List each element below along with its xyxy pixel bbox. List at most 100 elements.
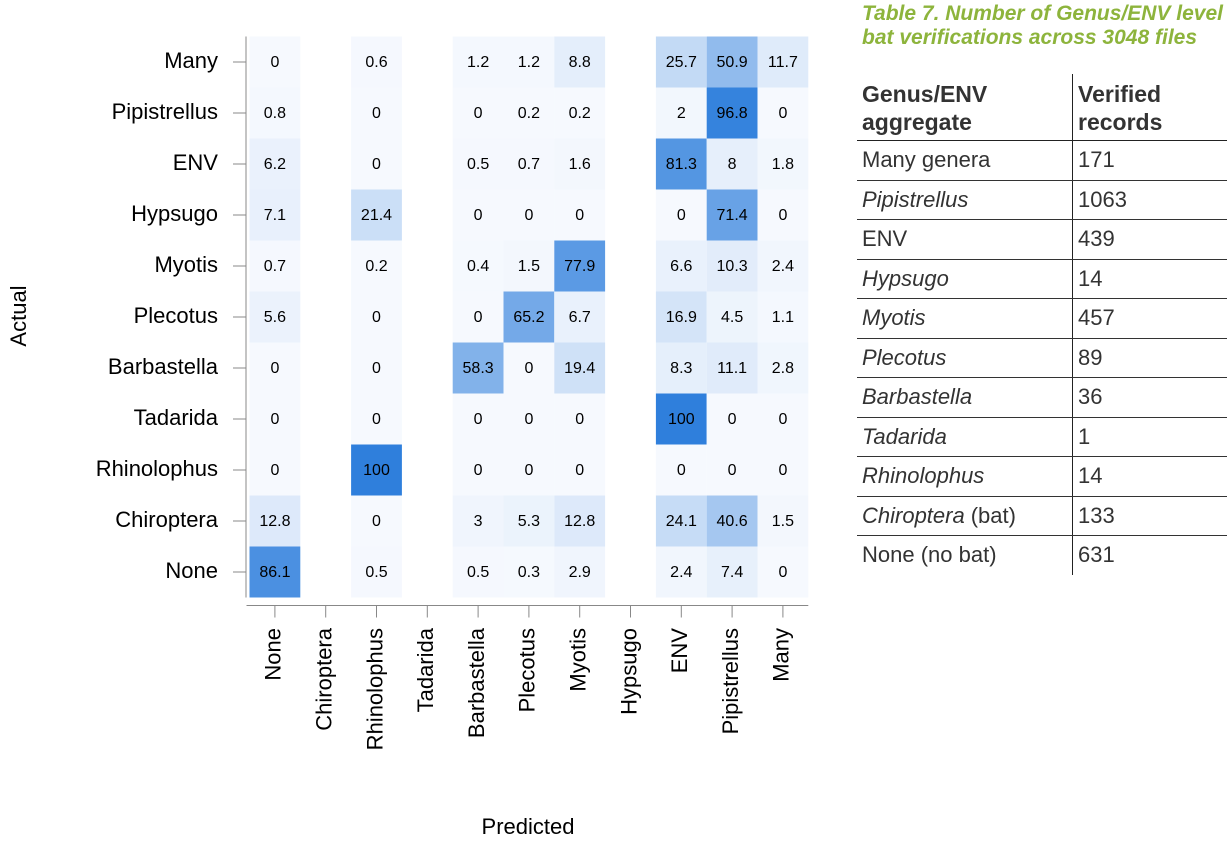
genus-name: Many genera — [862, 147, 991, 173]
cell-label: 50.9 — [717, 54, 748, 71]
cell — [757, 87, 809, 139]
cell — [554, 87, 606, 139]
records-cell: 36 — [1072, 377, 1227, 418]
cell — [503, 240, 555, 292]
cell — [503, 189, 555, 241]
cell-label: 0 — [270, 360, 279, 377]
genus-name: Tadarida — [862, 423, 947, 449]
cell — [452, 444, 504, 496]
records-cell: 631 — [1072, 535, 1227, 575]
cell-label: 65.2 — [513, 309, 544, 326]
y-tick-label: Pipistrellus — [112, 99, 218, 124]
cell — [351, 393, 402, 445]
cell — [655, 240, 707, 292]
cell-label: 2.4 — [772, 258, 794, 275]
y-tick-label: Hypsugo — [131, 201, 218, 226]
cell-label: 3 — [474, 513, 483, 530]
cell — [655, 393, 707, 445]
cell-label: 0.2 — [569, 105, 591, 122]
genus-cell: Pipistrellus — [857, 180, 1073, 220]
y-tick-label: Many — [164, 48, 218, 73]
cell-label: 5.6 — [264, 309, 286, 326]
cell-label: 0.5 — [467, 156, 489, 173]
genus-name: None (no bat) — [862, 542, 997, 568]
cell-label: 77.9 — [564, 258, 595, 275]
cell — [503, 138, 555, 190]
genus-cell: Barbastella — [857, 377, 1073, 418]
cell — [249, 138, 301, 190]
records-cell: 14 — [1072, 456, 1227, 497]
table-row: Rhinolophus 14 — [857, 456, 1227, 497]
records-cell: 89 — [1072, 338, 1227, 378]
x-tick-label: None — [261, 628, 286, 681]
cell — [249, 87, 301, 139]
cell-label: 6.7 — [569, 309, 591, 326]
cell — [757, 342, 809, 394]
cell — [249, 444, 301, 496]
cell — [757, 240, 809, 292]
cell — [503, 87, 555, 139]
table-row: Barbastella 36 — [857, 377, 1227, 418]
cell-label: 100 — [668, 411, 695, 428]
cell — [706, 189, 758, 241]
x-tick-label: Tadarida — [413, 627, 438, 712]
cell-label: 58.3 — [463, 360, 494, 377]
y-axis-label: Actual — [6, 285, 31, 346]
cell — [249, 36, 301, 88]
cell — [503, 291, 555, 343]
y-tick-label: Barbastella — [108, 354, 219, 379]
cell-label: 0 — [474, 309, 483, 326]
cell-label: 8.3 — [670, 360, 692, 377]
cell — [554, 36, 606, 88]
cell-label: 0.7 — [264, 258, 286, 275]
cell — [706, 342, 758, 394]
x-axis-label: Predicted — [482, 814, 575, 839]
cell — [757, 546, 809, 598]
cell — [706, 291, 758, 343]
cell — [452, 495, 504, 547]
cell-label: 40.6 — [717, 513, 748, 530]
cell — [655, 546, 707, 598]
genus-cell: Rhinolophus — [857, 456, 1073, 497]
cell-label: 4.5 — [721, 309, 743, 326]
genus-name: Rhinolophus — [862, 463, 985, 489]
genus-cell: Chiroptera (bat) — [857, 496, 1073, 536]
cell-label: 0 — [524, 360, 533, 377]
table-row: Tadarida 1 — [857, 417, 1227, 457]
cell-label: 0 — [372, 156, 381, 173]
table-row: None (no bat) 631 — [857, 535, 1227, 575]
cell — [706, 138, 758, 190]
cell — [503, 342, 555, 394]
cell — [655, 444, 707, 496]
cell-label: 0 — [575, 207, 584, 224]
x-tick-label: Barbastella — [464, 627, 489, 738]
records-cell: 14 — [1072, 259, 1227, 299]
cell-label: 81.3 — [666, 156, 697, 173]
cell-label: 0 — [372, 513, 381, 530]
cell — [554, 291, 606, 343]
cell — [706, 495, 758, 547]
cell-label: 0 — [778, 207, 787, 224]
cell — [655, 87, 707, 139]
table-row: Hypsugo 14 — [857, 259, 1227, 299]
cell-label: 0 — [524, 411, 533, 428]
cell-label: 0 — [270, 462, 279, 479]
cell — [503, 36, 555, 88]
cell-label: 1.2 — [467, 54, 489, 71]
cell-label: 6.2 — [264, 156, 286, 173]
cell — [655, 342, 707, 394]
cell — [706, 444, 758, 496]
cell — [655, 495, 707, 547]
table-row: ENV 439 — [857, 219, 1227, 260]
cell — [249, 495, 301, 547]
cell — [503, 546, 555, 598]
y-tick-label: Plecotus — [134, 303, 218, 328]
records-cell: 439 — [1072, 219, 1227, 260]
cell — [757, 291, 809, 343]
cell — [706, 87, 758, 139]
cell-label: 25.7 — [666, 54, 697, 71]
cell — [757, 138, 809, 190]
cell-label: 1.6 — [569, 156, 591, 173]
cell-label: 0 — [778, 411, 787, 428]
